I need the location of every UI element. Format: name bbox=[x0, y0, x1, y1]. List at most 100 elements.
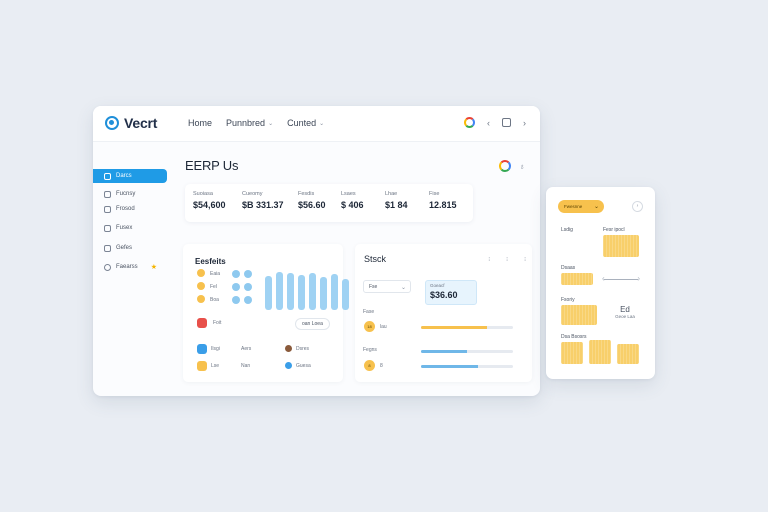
kpi-value: 12.815 bbox=[429, 200, 457, 210]
chart-bar bbox=[298, 275, 305, 310]
globe-icon[interactable]: ♁ bbox=[519, 161, 525, 171]
window-icon[interactable] bbox=[502, 118, 511, 127]
tile[interactable] bbox=[617, 344, 639, 364]
red-chip-icon bbox=[197, 318, 207, 328]
row-label: Nan bbox=[241, 363, 251, 369]
value-amount: $36.60 bbox=[430, 290, 458, 300]
grid-dot bbox=[244, 296, 252, 304]
brand-name: Vecrt bbox=[124, 115, 158, 131]
main-window: Vecrt Home Punnbred ⌄ Cunted ⌄ ‹ › Darcs F… bbox=[93, 106, 540, 396]
box-icon bbox=[104, 205, 111, 213]
progress-bar bbox=[421, 350, 513, 353]
back-icon[interactable]: ‹ bbox=[487, 117, 490, 128]
sidebar-item-fucnsy[interactable]: Fucnsy bbox=[93, 187, 167, 201]
google-icon[interactable] bbox=[464, 117, 475, 128]
tile-label: Fsoriy bbox=[561, 297, 575, 303]
kpi-item: Cueomy $B 331.37 bbox=[242, 191, 284, 210]
more-icon[interactable]: ⁝ bbox=[524, 257, 526, 263]
next-icon[interactable]: › bbox=[632, 201, 643, 212]
row-action-button[interactable]: oan Loea bbox=[295, 318, 330, 330]
row-label: Lse bbox=[211, 363, 220, 369]
chart-bar bbox=[276, 272, 283, 310]
chart-bar bbox=[342, 279, 349, 310]
sidebar-item-frosod[interactable]: Frosod bbox=[93, 202, 167, 216]
stock-panel: Stsck ⁝ ⁝ ⁝ Fse ⌄ Goeacf $36.60 Fase 18 … bbox=[355, 244, 532, 382]
sidebar-item-fusex[interactable]: Fusex bbox=[93, 221, 167, 235]
kpi-label: Fesdis bbox=[298, 191, 315, 197]
main-content: EERP Us ♁ Suoiasa $54,600 Cueomy $B 331.37… bbox=[175, 142, 540, 396]
swap-arrow-icon bbox=[602, 274, 640, 283]
panel-title: Eesfeits bbox=[195, 257, 226, 266]
benefits-panel: Eesfeits Eaia Fel Boa Foit oan Loea Ilsg… bbox=[183, 244, 349, 382]
row-label: Guesa bbox=[296, 363, 311, 369]
google-icon[interactable] bbox=[499, 160, 511, 172]
globe-icon bbox=[104, 263, 111, 271]
kpi-item: Fise 12.815 bbox=[429, 191, 457, 210]
sidebar-item-label: Darcs bbox=[116, 173, 132, 179]
nav-label: Cunted bbox=[287, 118, 317, 128]
page-title: EERP Us bbox=[185, 158, 239, 173]
brand[interactable]: Vecrt bbox=[105, 115, 157, 131]
tile[interactable] bbox=[561, 342, 583, 364]
tile[interactable] bbox=[603, 235, 639, 257]
tile-label: Lsdig bbox=[561, 227, 573, 233]
kpi-item: Suoiasa $54,600 bbox=[193, 191, 226, 210]
chart-bar bbox=[265, 276, 272, 310]
kpi-value: $ 406 bbox=[341, 200, 364, 210]
kpi-label: Suoiasa bbox=[193, 191, 213, 197]
kpi-label: Lhae bbox=[385, 191, 398, 197]
sidebar-item-darcs[interactable]: Darcs bbox=[93, 169, 167, 183]
sidebar-item-faearss[interactable]: Faearss ★ bbox=[93, 260, 167, 274]
row-label: Aers bbox=[241, 346, 252, 352]
row-label: Dsres bbox=[296, 346, 310, 352]
kpi-value: $54,600 bbox=[193, 200, 226, 210]
sidebar-item-label: Fusex bbox=[116, 225, 133, 231]
nav-item-home[interactable]: Home bbox=[188, 118, 212, 128]
legend-dot bbox=[197, 269, 205, 277]
nav-item-punnbred[interactable]: Punnbred ⌄ bbox=[226, 118, 273, 128]
more-icon[interactable]: ⁝ bbox=[506, 257, 509, 263]
section-label: Fase bbox=[363, 309, 375, 315]
nav-label: Home bbox=[188, 118, 213, 128]
grid-dot bbox=[232, 296, 240, 304]
blue-dot-icon bbox=[285, 362, 292, 369]
tile[interactable] bbox=[561, 305, 597, 325]
legend-label: Fel bbox=[210, 284, 217, 290]
more-icon[interactable]: ⁝ bbox=[488, 257, 491, 263]
progress-fill bbox=[421, 326, 488, 329]
chevron-down-icon: ⌄ bbox=[319, 120, 325, 127]
grid-dot bbox=[244, 283, 252, 291]
kpi-label: Cueomy bbox=[242, 191, 263, 197]
kpi-item: Lhae $1 84 bbox=[385, 191, 408, 210]
grid-dot bbox=[232, 283, 240, 291]
blue-chip-icon bbox=[197, 344, 207, 354]
chevron-down-icon: ⌄ bbox=[400, 285, 406, 291]
yellow-chip-icon bbox=[197, 361, 207, 371]
row-label: Foit bbox=[213, 320, 222, 326]
sidebar-item-label: Faearss bbox=[116, 264, 138, 270]
star-icon: ★ bbox=[150, 264, 157, 271]
kpi-label: Fise bbox=[429, 191, 440, 197]
row-label: 8 bbox=[380, 363, 383, 369]
stock-value-box: Goeacf $36.60 bbox=[425, 280, 477, 305]
document-icon bbox=[104, 172, 111, 180]
chart-bar bbox=[309, 273, 316, 310]
section-label: Fegns bbox=[363, 347, 377, 353]
forward-icon[interactable]: › bbox=[523, 117, 526, 128]
nav-item-cunted[interactable]: Cunted ⌄ bbox=[287, 118, 324, 128]
kpi-value: $1 84 bbox=[385, 200, 408, 210]
select-value: Fse bbox=[369, 284, 378, 290]
pill-label: Fwesnne bbox=[564, 204, 583, 209]
note-icon: Ed bbox=[620, 305, 630, 314]
stock-select[interactable]: Fse ⌄ bbox=[363, 280, 411, 293]
kpi-value: $B 331.37 bbox=[242, 200, 284, 210]
legend-label: Eaia bbox=[210, 271, 221, 277]
grid-dot bbox=[244, 270, 252, 278]
nav-label: Punnbred bbox=[226, 118, 266, 128]
legend-dot bbox=[197, 282, 205, 290]
tile[interactable] bbox=[589, 340, 611, 364]
sidebar-item-gefes[interactable]: Gefes bbox=[93, 241, 167, 255]
tile[interactable] bbox=[561, 273, 593, 285]
filter-pill[interactable]: Fwesnne ⌄ bbox=[558, 200, 604, 213]
sidebar: Darcs Fucnsy Frosod Fusex Gefes Faearss ★ bbox=[93, 142, 173, 396]
